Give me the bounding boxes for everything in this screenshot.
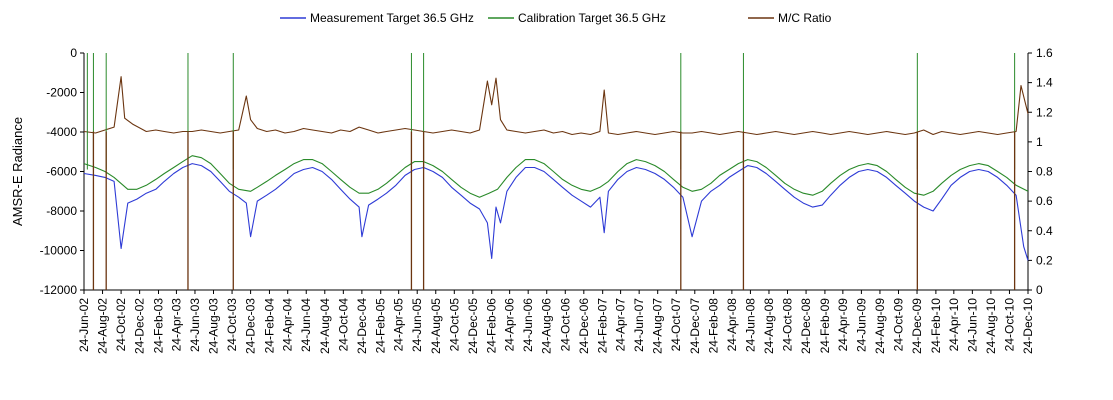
x-tick-label: 24-Dec-06 <box>577 298 591 354</box>
x-tick-label: 24-Feb-07 <box>596 298 610 354</box>
x-tick-label: 24-Aug-04 <box>318 298 332 354</box>
legend: Measurement Target 36.5 GHz Calibration T… <box>280 11 832 25</box>
calibration-line <box>83 155 1029 198</box>
x-tick-label: 24-Apr-08 <box>725 298 739 352</box>
x-tick-label: 24-Jun-02 <box>77 298 91 352</box>
x-tick-label: 24-Aug-05 <box>429 298 443 354</box>
x-tick-label: 24-Oct-07 <box>669 298 683 352</box>
x-tick-label: 24-Jun-03 <box>188 298 202 352</box>
y2-tick-label: 1.6 <box>1036 46 1053 60</box>
x-axis: 24-Jun-02 24-Aug-02 24-Oct-02 24-Dec-02 24-F… <box>77 289 1035 354</box>
x-tick-label: 24-Feb-05 <box>374 298 388 354</box>
x-tick-label: 24-Apr-04 <box>281 298 295 352</box>
x-tick-label: 24-Jun-05 <box>410 298 424 352</box>
y2-tick-label: 0.2 <box>1036 253 1053 267</box>
left-axis: 0 -2000 -4000 -6000 -8000 -10000 -12000 <box>40 46 85 297</box>
x-tick-label: 24-Feb-09 <box>818 298 832 354</box>
x-tick-label: 24-Dec-03 <box>244 298 258 354</box>
y2-tick-label: 0.4 <box>1036 224 1053 238</box>
x-tick-label: 24-Jun-09 <box>854 298 868 352</box>
x-tick-label: 24-Jun-08 <box>743 298 757 352</box>
x-tick-label: 24-Apr-05 <box>392 298 406 352</box>
x-tick-label: 24-Apr-10 <box>947 298 961 352</box>
x-tick-label: 24-Oct-02 <box>114 298 128 352</box>
y-tick-label: -2000 <box>46 86 77 100</box>
x-tick-label: 24-Apr-03 <box>169 298 183 352</box>
x-tick-label: 24-Dec-04 <box>355 298 369 354</box>
x-tick-label: 24-Apr-06 <box>503 298 517 352</box>
x-tick-label: 24-Oct-05 <box>447 298 461 352</box>
legend-label-calibration: Calibration Target 36.5 GHz <box>518 11 666 25</box>
x-tick-label: 24-Jun-10 <box>965 298 979 352</box>
y-tick-label: -6000 <box>46 165 77 179</box>
x-tick-label: 24-Dec-10 <box>1021 298 1035 354</box>
x-tick-label: 24-Oct-10 <box>1002 298 1016 352</box>
x-tick-label: 24-Dec-07 <box>688 298 702 354</box>
y2-tick-label: 1.4 <box>1036 76 1053 90</box>
y-tick-label: 0 <box>70 46 77 60</box>
x-tick-label: 24-Aug-07 <box>651 298 665 354</box>
x-tick-label: 24-Aug-10 <box>984 298 998 354</box>
y-tick-label: -8000 <box>46 204 77 218</box>
y2-tick-label: 0.8 <box>1036 165 1053 179</box>
x-tick-label: 24-Aug-08 <box>762 298 776 354</box>
x-tick-label: 24-Feb-08 <box>707 298 721 354</box>
x-tick-label: 24-Apr-09 <box>836 298 850 352</box>
x-tick-label: 24-Aug-06 <box>540 298 554 354</box>
y-tick-label: -4000 <box>46 125 77 139</box>
x-tick-label: 24-Jun-06 <box>521 298 535 352</box>
y-tick-label: -10000 <box>40 244 78 258</box>
y-axis-title: AMSR-E Radiance <box>10 117 25 226</box>
y2-tick-label: 1 <box>1036 135 1043 149</box>
x-tick-label: 24-Feb-06 <box>485 298 499 354</box>
plot-lines <box>83 53 1029 290</box>
y2-tick-label: 0.6 <box>1036 194 1053 208</box>
measurement-line <box>83 163 1029 261</box>
y-tick-label: -12000 <box>40 283 78 297</box>
x-tick-label: 24-Aug-02 <box>96 298 110 354</box>
x-tick-label: 24-Oct-09 <box>891 298 905 352</box>
x-tick-label: 24-Feb-04 <box>262 298 276 354</box>
x-tick-label: 24-Feb-03 <box>151 298 165 354</box>
x-tick-label: 24-Apr-07 <box>614 298 628 352</box>
x-tick-label: 24-Oct-06 <box>558 298 572 352</box>
x-tick-label: 24-Dec-02 <box>133 298 147 354</box>
x-tick-label: 24-Oct-04 <box>336 298 350 352</box>
x-tick-label: 24-Jun-04 <box>299 298 313 352</box>
y2-tick-label: 1.2 <box>1036 105 1053 119</box>
legend-label-ratio: M/C Ratio <box>778 11 832 25</box>
x-tick-label: 24-Dec-05 <box>466 298 480 354</box>
x-tick-label: 24-Oct-03 <box>225 298 239 352</box>
ratio-line <box>83 76 1029 136</box>
x-tick-label: 24-Dec-08 <box>799 298 813 354</box>
x-tick-label: 24-Feb-10 <box>929 298 943 354</box>
x-tick-label: 24-Oct-08 <box>781 298 795 352</box>
y2-tick-label: 0 <box>1036 283 1043 297</box>
x-tick-label: 24-Dec-09 <box>910 298 924 354</box>
x-tick-label: 24-Aug-03 <box>207 298 221 354</box>
x-tick-label: 24-Aug-09 <box>873 298 887 354</box>
legend-label-measurement: Measurement Target 36.5 GHz <box>310 11 474 25</box>
right-axis: 1.6 1.4 1.2 1 0.8 0.6 0.4 0.2 0 <box>1027 46 1053 297</box>
x-tick-label: 24-Jun-07 <box>632 298 646 352</box>
